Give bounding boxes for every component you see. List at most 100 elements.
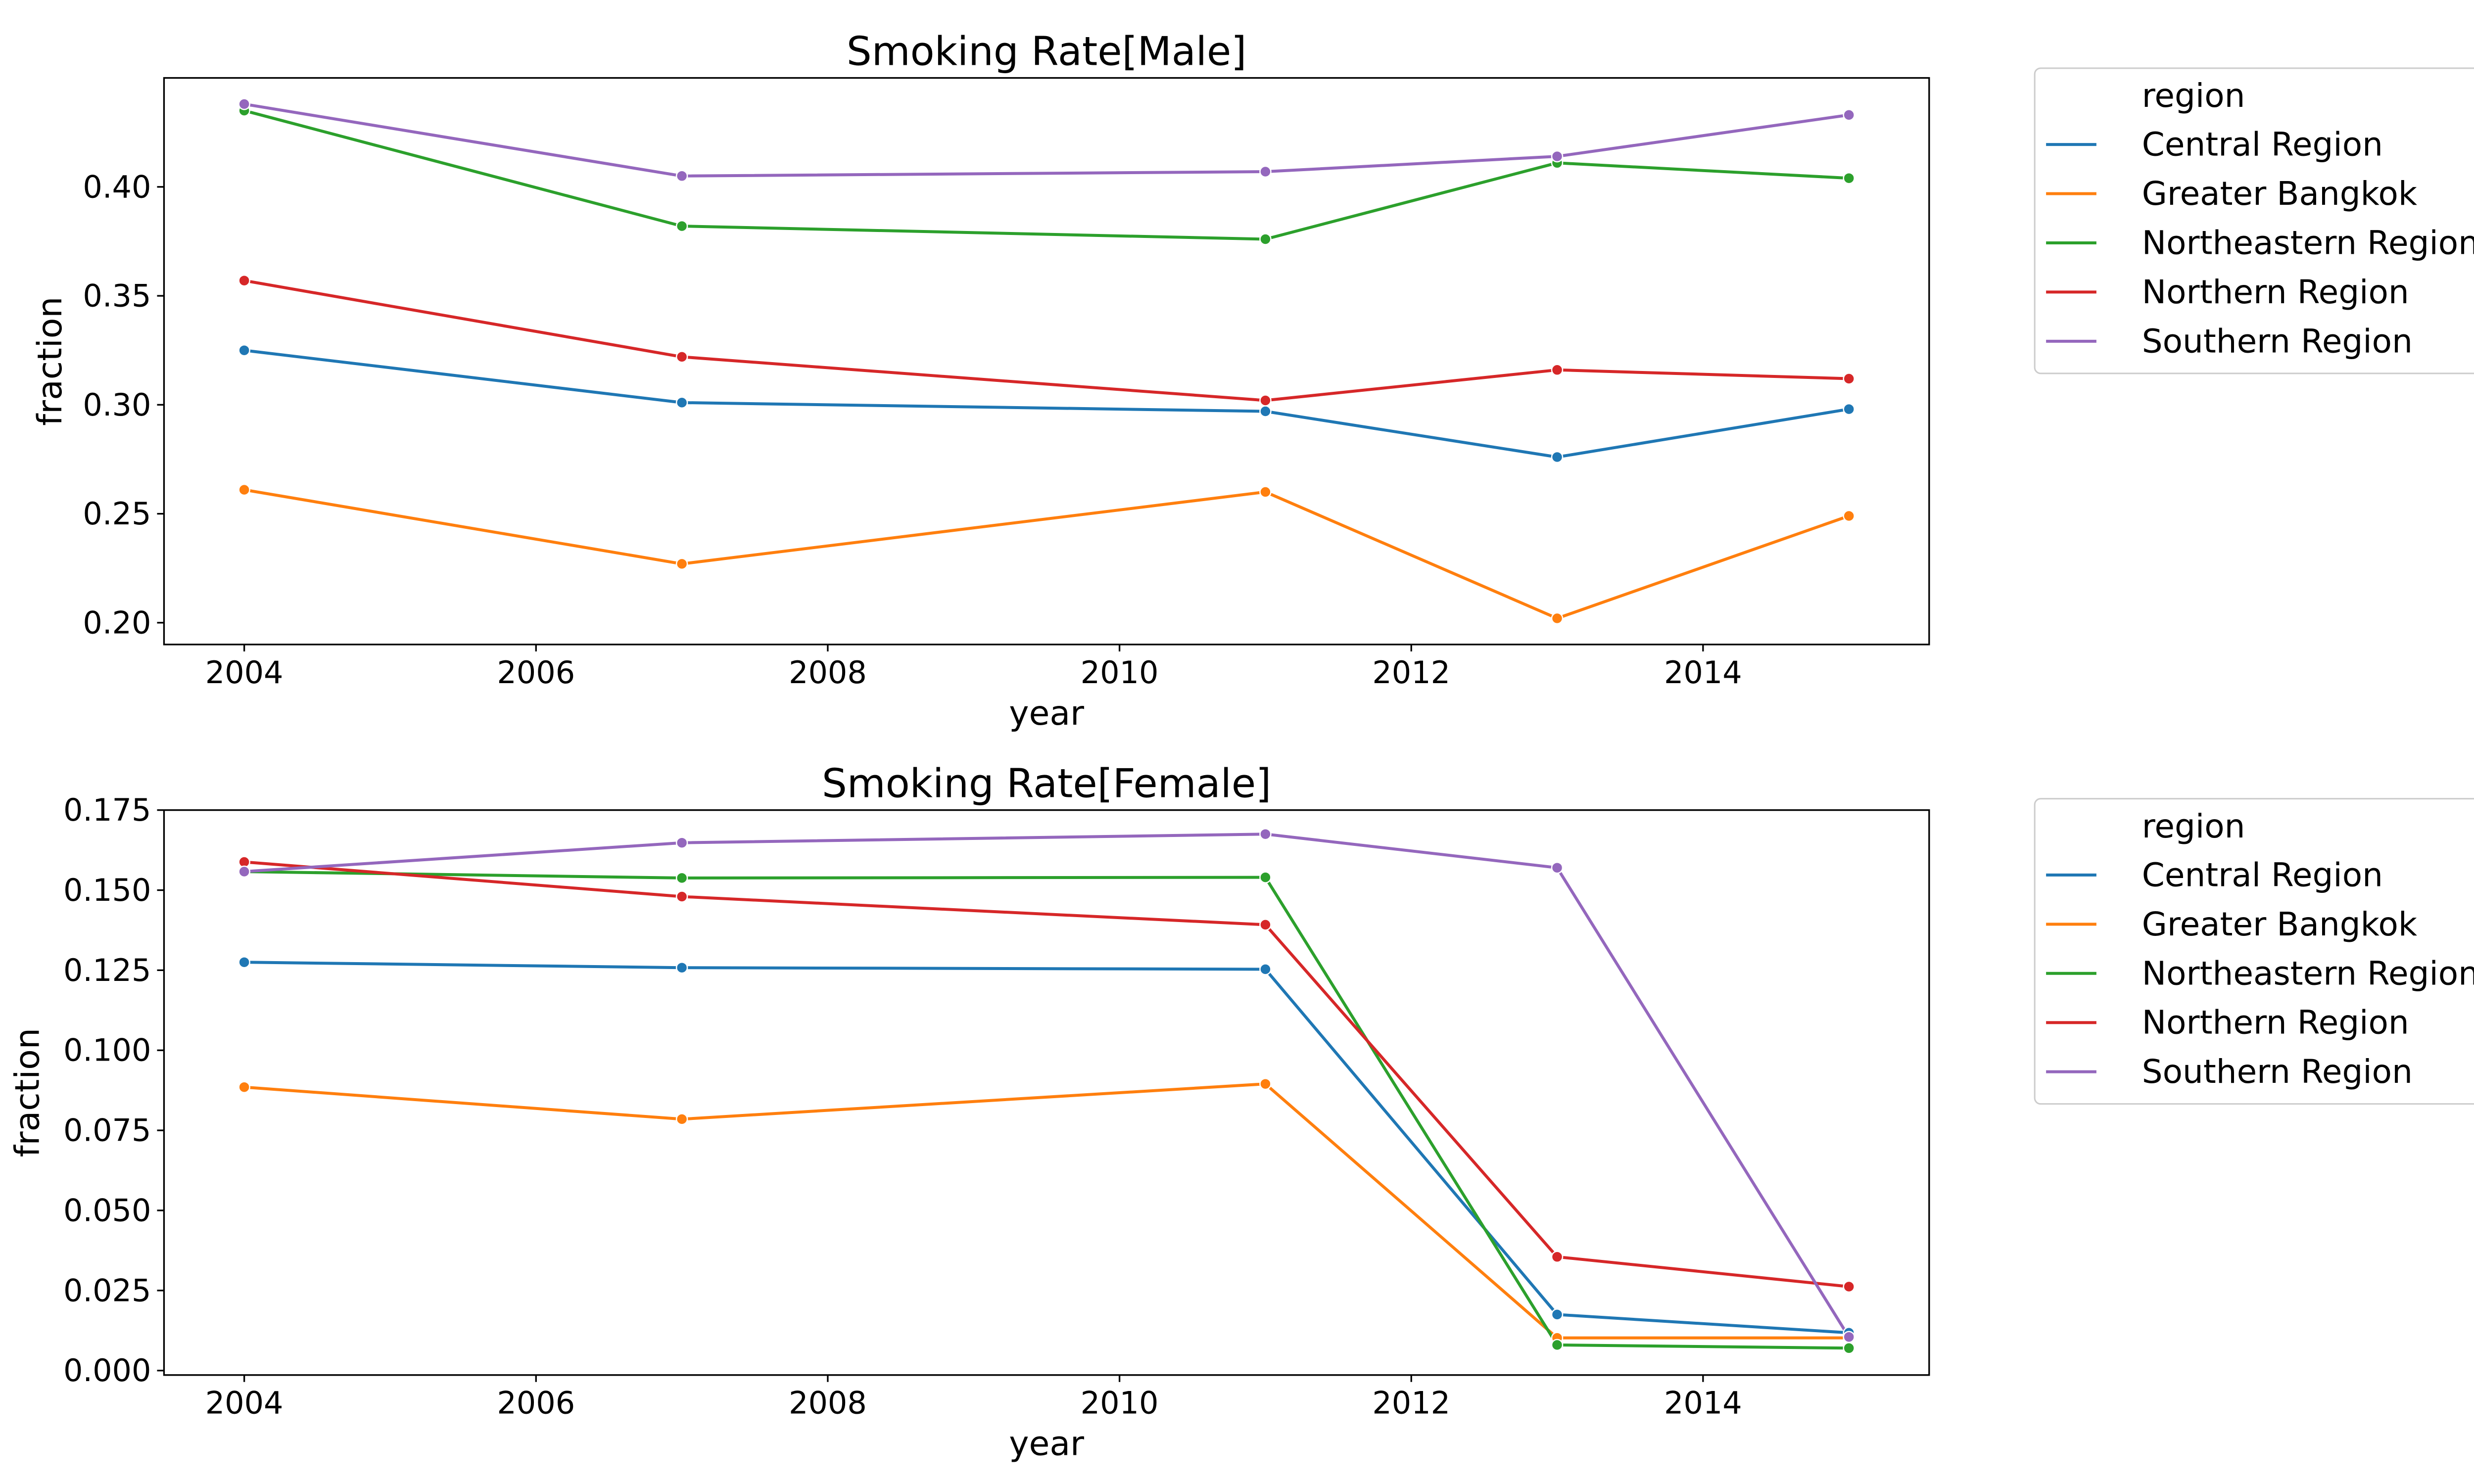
x-tick-label: 2004: [205, 654, 284, 691]
y-axis-label: fraction: [31, 297, 70, 426]
x-tick-label: 2014: [1664, 654, 1742, 691]
y-tick-label: 0.25: [83, 496, 151, 532]
series-line-1: [244, 349, 1850, 459]
data-point: [1259, 828, 1272, 840]
x-tick-label: 2008: [789, 1385, 867, 1421]
data-point: [238, 274, 250, 287]
data-point: [238, 956, 250, 969]
series-line-2: [244, 488, 1850, 620]
legend-label: Northern Region: [2142, 273, 2409, 311]
y-tick-label: 0.20: [83, 604, 151, 641]
legend-title: region: [2142, 77, 2245, 115]
y-tick-label: 0.050: [63, 1192, 151, 1228]
axes-frame: [163, 77, 1930, 646]
data-point: [1259, 486, 1272, 498]
y-tick-label: 0.175: [63, 792, 151, 828]
data-point: [238, 1081, 250, 1093]
data-point: [675, 872, 688, 884]
legend-label: Greater Bangkok: [2142, 905, 2418, 943]
data-point: [1551, 451, 1564, 464]
legend-label: Northeastern Region: [2142, 224, 2474, 262]
data-point: [1843, 403, 1855, 416]
y-tick-label: 0.30: [83, 387, 151, 423]
series-line-4: [244, 279, 1849, 402]
data-point: [1843, 510, 1855, 522]
x-tick-label: 2014: [1664, 1385, 1742, 1421]
data-point: [1551, 1308, 1564, 1321]
chart-panel-1: 2004 2006 2008 2010 2012 2014 0.20 0.25 0.30 0.35…: [31, 29, 2474, 733]
legend: region Central Region Greater Bangkok North…: [2034, 67, 2474, 374]
series-line-4: [244, 860, 1850, 1288]
x-axis-label: year: [1009, 1425, 1084, 1464]
data-point: [1259, 919, 1272, 931]
legend-label: Central Region: [2142, 126, 2383, 164]
x-tick-label: 2012: [1372, 654, 1450, 691]
data-point: [1551, 1251, 1564, 1263]
chart-title: Smoking Rate[Male]: [847, 29, 1246, 75]
data-point: [1843, 1280, 1855, 1293]
series-line-2: [244, 1082, 1849, 1340]
data-point: [238, 483, 250, 496]
y-tick-label: 0.125: [63, 952, 151, 988]
legend-frame: [2034, 798, 2474, 1105]
data-point: [1259, 394, 1272, 407]
axes-frame: [163, 809, 1930, 1376]
series-line-1: [244, 961, 1849, 1335]
data-point: [1843, 1331, 1855, 1343]
y-tick-label: 0.025: [63, 1272, 151, 1308]
data-point: [1551, 364, 1564, 376]
data-point: [675, 557, 688, 570]
data-point: [1551, 861, 1564, 874]
chart-panel-2: 2004 2006 2008 2010 2012 2014 0.000 0.025 0.050 0…: [8, 761, 2474, 1464]
data-point: [675, 351, 688, 363]
x-tick-label: 2006: [497, 654, 575, 691]
data-point: [1259, 165, 1272, 178]
legend: region Central Region Greater Bangkok North…: [2034, 798, 2474, 1105]
series-line-3: [243, 109, 1849, 241]
data-point: [1843, 172, 1855, 185]
data-point: [1843, 372, 1855, 385]
data-point: [675, 170, 688, 183]
data-point: [1259, 871, 1272, 883]
data-point: [1843, 109, 1855, 121]
x-tick-label: 2008: [789, 654, 867, 691]
y-tick-label: 0.100: [63, 1032, 151, 1068]
data-point: [1551, 1339, 1564, 1351]
data-point: [1551, 612, 1564, 625]
data-point: [238, 865, 250, 878]
legend-title: region: [2142, 807, 2245, 845]
data-point: [675, 220, 688, 232]
data-point: [675, 890, 688, 903]
data-point: [238, 98, 250, 110]
legend-label: Southern Region: [2142, 322, 2413, 360]
x-axis-label: year: [1009, 694, 1084, 733]
y-tick-label: 0.075: [63, 1113, 151, 1149]
data-point: [1551, 150, 1564, 163]
data-point: [238, 344, 250, 357]
x-tick-label: 2012: [1372, 1385, 1450, 1421]
legend-label: Northeastern Region: [2142, 954, 2474, 992]
data-point: [675, 1113, 688, 1125]
legend-label: Northern Region: [2142, 1004, 2409, 1042]
chart-title: Smoking Rate[Female]: [822, 761, 1271, 807]
data-point: [1259, 405, 1272, 417]
data-point: [675, 836, 688, 849]
x-tick-label: 2010: [1081, 654, 1159, 691]
x-tick-label: 2006: [497, 1385, 575, 1421]
y-tick-label: 0.000: [63, 1352, 151, 1389]
legend-frame: [2034, 67, 2474, 374]
legend-label: Central Region: [2142, 856, 2383, 894]
legend-label: Southern Region: [2142, 1053, 2413, 1091]
y-axis-label: fraction: [8, 1028, 47, 1157]
series-line-3: [244, 870, 1849, 1350]
y-tick-label: 0.40: [83, 169, 151, 205]
legend-label: Greater Bangkok: [2142, 175, 2418, 213]
x-tick-label: 2004: [205, 1385, 284, 1421]
data-point: [1843, 1342, 1855, 1354]
data-point: [675, 961, 688, 974]
data-point: [675, 396, 688, 409]
data-point: [1259, 963, 1272, 975]
y-tick-label: 0.35: [83, 278, 151, 314]
data-point: [1259, 1077, 1272, 1090]
